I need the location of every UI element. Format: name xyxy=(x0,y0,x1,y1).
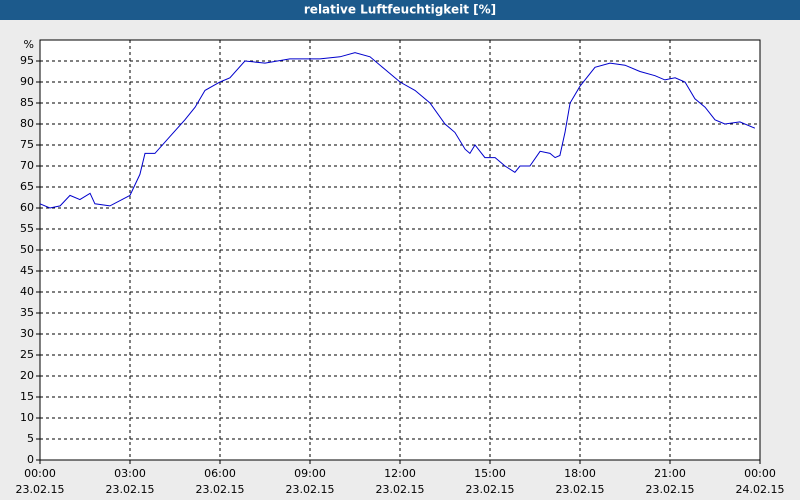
x-tick-date: 23.02.15 xyxy=(286,483,335,496)
x-tick-date: 23.02.15 xyxy=(106,483,155,496)
y-tick-label: 85 xyxy=(20,96,34,109)
y-tick-label: 20 xyxy=(20,369,34,382)
y-tick-label: 50 xyxy=(20,243,34,256)
x-tick-label: 03:00 xyxy=(114,467,146,480)
y-tick-label: 80 xyxy=(20,117,34,130)
chart-title: relative Luftfeuchtigkeit [%] xyxy=(304,3,496,17)
y-tick-label: 15 xyxy=(20,390,34,403)
x-tick-date: 23.02.15 xyxy=(646,483,695,496)
y-tick-label: 65 xyxy=(20,180,34,193)
y-tick-label: 60 xyxy=(20,201,34,214)
y-tick-label: 10 xyxy=(20,411,34,424)
x-tick-label: 15:00 xyxy=(474,467,506,480)
x-tick-date: 23.02.15 xyxy=(196,483,245,496)
x-tick-date: 23.02.15 xyxy=(556,483,605,496)
x-tick-date: 23.02.15 xyxy=(466,483,515,496)
y-tick-label: 25 xyxy=(20,348,34,361)
x-tick-label: 06:00 xyxy=(204,467,236,480)
y-tick-label: 95 xyxy=(20,54,34,67)
y-tick-label: 70 xyxy=(20,159,34,172)
x-tick-label: 00:00 xyxy=(744,467,776,480)
y-tick-label: 45 xyxy=(20,264,34,277)
x-tick-date: 23.02.15 xyxy=(16,483,65,496)
y-tick-label: 55 xyxy=(20,222,34,235)
y-unit: % xyxy=(24,38,34,51)
x-tick-label: 21:00 xyxy=(654,467,686,480)
title-bar xyxy=(0,0,800,20)
x-tick-label: 00:00 xyxy=(24,467,56,480)
y-tick-label: 40 xyxy=(20,285,34,298)
x-tick-label: 18:00 xyxy=(564,467,596,480)
y-tick-label: 35 xyxy=(20,306,34,319)
y-tick-label: 30 xyxy=(20,327,34,340)
x-tick-date: 24.02.15 xyxy=(736,483,785,496)
x-tick-date: 23.02.15 xyxy=(376,483,425,496)
y-tick-label: 5 xyxy=(27,432,34,445)
x-tick-label: 09:00 xyxy=(294,467,326,480)
x-tick-label: 12:00 xyxy=(384,467,416,480)
y-tick-label: 0 xyxy=(27,453,34,466)
y-tick-label: 90 xyxy=(20,75,34,88)
data-line xyxy=(39,52,756,209)
y-tick-label: 75 xyxy=(20,138,34,151)
